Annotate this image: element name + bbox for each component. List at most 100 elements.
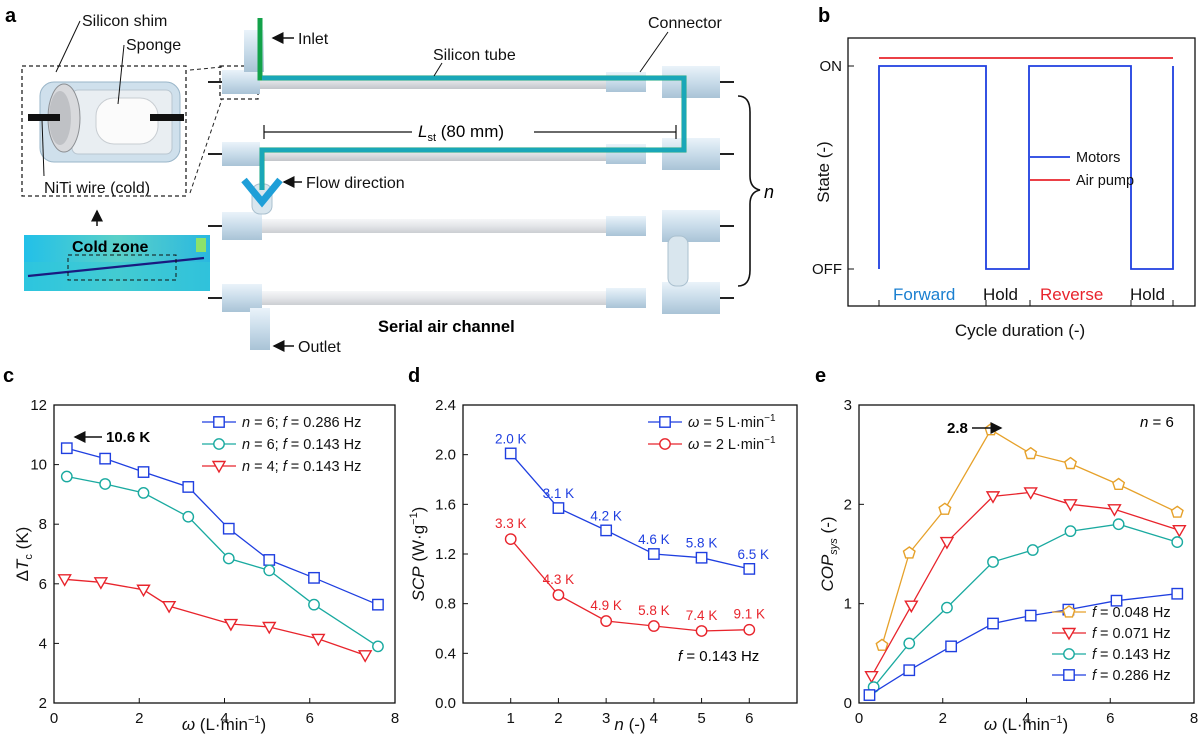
data-point — [182, 510, 195, 523]
data-point — [504, 533, 517, 545]
phase-reverse: Reverse — [1040, 285, 1103, 304]
y-tick-label: 0.0 — [435, 695, 456, 712]
panel-b-letter: b — [818, 5, 830, 27]
y-tick-label: 10 — [30, 457, 47, 474]
label-inlet: Inlet — [298, 31, 329, 48]
flow-path-teal — [259, 75, 687, 190]
data-point — [137, 487, 150, 499]
legend-marker — [1063, 648, 1075, 660]
data-point — [372, 598, 384, 611]
series-line — [64, 578, 366, 656]
x-tick-label: 6 — [306, 710, 314, 727]
data-point — [60, 470, 73, 483]
legend-marker — [659, 438, 671, 450]
x-tick-label: 6 — [745, 710, 753, 727]
data-point — [743, 623, 756, 636]
x-tick-label: 2 — [554, 710, 562, 727]
panel-c-letter: c — [3, 365, 14, 387]
legend-motors: Motors — [1076, 150, 1120, 166]
annotation-max-dtc: 10.6 K — [106, 429, 150, 446]
data-point — [1026, 544, 1039, 556]
x-tick-label: 2 — [135, 710, 143, 727]
data-label: 7.4 K — [686, 608, 718, 623]
x-tick-label: 0 — [50, 710, 58, 727]
tube-row-2 — [208, 138, 734, 170]
panel-e-ylabel: COPsys (-) — [818, 516, 840, 591]
data-point — [863, 689, 876, 701]
label-sponge: Sponge — [126, 37, 181, 54]
data-label: 3.1 K — [543, 486, 575, 501]
data-point — [99, 478, 112, 490]
data-point — [1112, 518, 1125, 531]
inset-illustration — [28, 81, 184, 163]
label-connector: Connector — [648, 15, 722, 32]
x-tick-label: 4 — [650, 710, 658, 727]
motors-state-line — [878, 65, 1174, 270]
label-silicon-shim: Silicon shim — [82, 13, 167, 30]
label-silicon-tube: Silicon tube — [433, 47, 516, 64]
label-lst: Lst (80 mm) — [418, 122, 504, 144]
leader-silicon-tube — [433, 62, 443, 77]
y-tick-label: 6 — [39, 576, 47, 593]
panel-d: d 1 2 3 4 5 6 0.0 0.4 0.8 1.2 1.6 2.0 2.4 2.0 K 3.1 K… — [408, 365, 798, 734]
data-label: 5.8 K — [686, 536, 718, 551]
panel-a: a Silicon shim Sponge NiTi wire (cold) — [5, 5, 774, 356]
annotation-max-cop: 2.8 — [947, 420, 968, 437]
series-line — [510, 452, 750, 570]
data-point — [875, 638, 889, 651]
legend-marker — [1063, 669, 1075, 681]
n-brace — [737, 95, 761, 287]
y-tick-label: 0 — [844, 695, 852, 712]
data-point — [1024, 446, 1038, 460]
data-point — [99, 452, 112, 465]
series-line — [881, 428, 1178, 646]
data-point — [864, 670, 879, 684]
data-point — [1063, 456, 1078, 470]
data-label: 2.0 K — [495, 431, 527, 446]
y-tick-label: 0.4 — [435, 645, 456, 662]
x-tick-label: 0 — [855, 710, 863, 727]
data-label: 4.6 K — [638, 532, 670, 547]
u-bend — [667, 235, 689, 287]
panel-c-ylabel: ΔTc (K) — [13, 527, 35, 582]
phase-forward: Forward — [893, 285, 955, 304]
data-point — [984, 422, 998, 436]
panel-e-note: n = 6 — [1140, 414, 1174, 431]
x-tick-label: 4 — [220, 710, 228, 727]
leader-sponge — [117, 44, 125, 105]
label-n: n — [764, 182, 774, 202]
panel-d-note: f = 0.143 Hz — [678, 648, 759, 665]
outlet-pipe — [250, 308, 270, 350]
label-off: OFF — [812, 261, 842, 278]
y-tick-label: 4 — [39, 635, 47, 652]
data-point — [647, 620, 660, 632]
data-point — [945, 640, 958, 653]
data-point — [137, 466, 150, 478]
panel-b-frame — [847, 37, 1196, 307]
legend-marker — [1062, 605, 1076, 618]
series-line — [873, 523, 1178, 688]
data-point — [161, 600, 177, 614]
panel-d-xlabel: n (-) — [614, 715, 645, 734]
data-point — [941, 601, 953, 614]
data-point — [1112, 477, 1126, 490]
data-label: 4.9 K — [590, 598, 622, 613]
panel-b-xlabel: Cycle duration (-) — [955, 321, 1085, 340]
data-point — [263, 554, 276, 566]
data-point — [987, 617, 999, 630]
data-point — [1170, 505, 1184, 518]
data-point — [93, 577, 109, 590]
leader-niti-wire — [41, 119, 45, 177]
data-point — [136, 584, 151, 598]
data-label: 4.2 K — [590, 508, 622, 523]
legend-marker — [213, 416, 225, 428]
data-point — [357, 650, 373, 663]
legend-label: ω = 5 L·min−1 — [688, 413, 776, 431]
data-point — [938, 502, 952, 515]
legend-marker — [213, 438, 225, 450]
data-point — [939, 536, 955, 550]
label-niti-wire: NiTi wire (cold) — [44, 180, 150, 197]
